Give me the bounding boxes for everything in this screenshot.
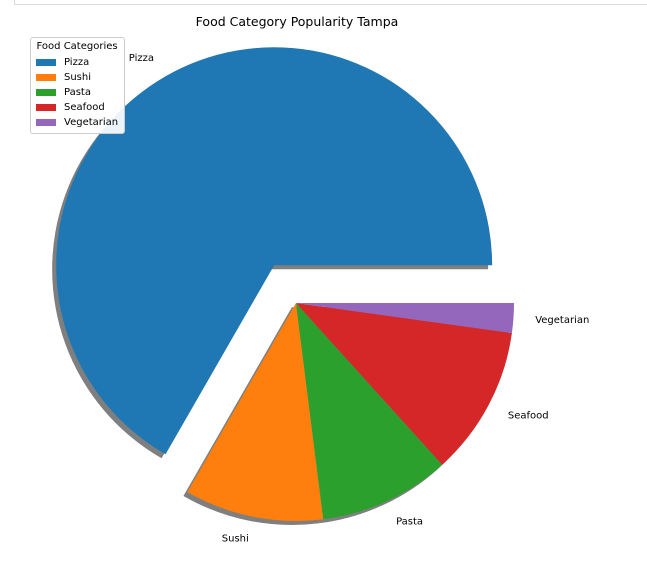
slice-layer (56, 47, 514, 521)
slice-label-vegetarian: Vegetarian (535, 315, 589, 326)
legend-label-sushi: Sushi (64, 72, 92, 83)
slice-label-sushi: Sushi (222, 534, 249, 545)
legend-entry-pizza: Pizza (36, 55, 118, 70)
slice-label-seafood: Seafood (508, 411, 549, 422)
legend-label-pizza: Pizza (64, 57, 90, 68)
legend-swatch-vegetarian (36, 119, 56, 126)
legend: Food Categories Pizza Sushi Pasta Seafood Ve… (30, 37, 126, 134)
legend-entries: Pizza Sushi Pasta Seafood Vegetarian (36, 55, 118, 130)
legend-entry-pasta: Pasta (36, 85, 118, 100)
chart-title: Food Category Popularity Tampa (196, 14, 399, 29)
legend-entry-vegetarian: Vegetarian (36, 115, 118, 130)
slice-sushi (187, 303, 324, 521)
slice-label-pasta: Pasta (396, 516, 423, 527)
legend-swatch-seafood (36, 104, 56, 111)
slice-pizza (56, 47, 493, 455)
slice-vegetarian (296, 303, 514, 334)
slice-label-pizza: Pizza (129, 53, 154, 64)
legend-swatch-pizza (36, 59, 56, 66)
legend-label-vegetarian: Vegetarian (64, 117, 119, 128)
legend-entry-seafood: Seafood (36, 100, 118, 115)
legend-swatch-sushi (36, 74, 56, 81)
legend-swatch-pasta (36, 89, 56, 96)
legend-label-seafood: Seafood (64, 102, 105, 113)
slice-seafood (296, 303, 512, 465)
slice-pasta (296, 303, 443, 520)
legend-entry-sushi: Sushi (36, 70, 118, 85)
legend-label-pasta: Pasta (64, 87, 91, 98)
top-frame (14, 0, 647, 5)
label-layer: Pizza Sushi Pasta Seafood Vegetarian (129, 53, 590, 544)
legend-title: Food Categories (36, 41, 118, 52)
